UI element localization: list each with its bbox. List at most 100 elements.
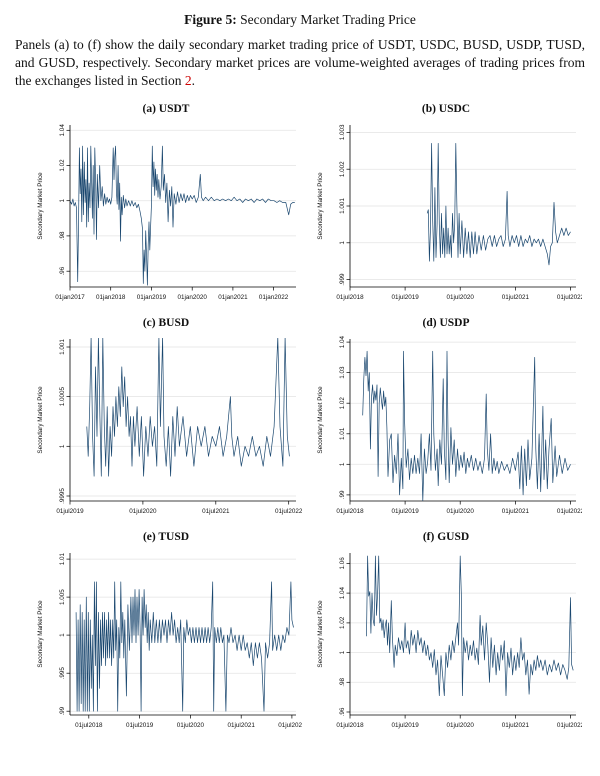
x-tick-label: 01jul2021 [202,508,230,515]
y-tick-label: 1.04 [339,336,346,349]
y-tick-label: 1 [339,462,346,466]
x-tick-label: 01jul2021 [228,722,256,729]
panel-usdp: (d) USDP .99 1 1.01 1.02 1.03 1.04 01jul2018 01j… [310,317,590,521]
figure-caption: Panels (a) to (f) show the daily seconda… [15,36,585,89]
panel-title-usdp: (d) USDP [422,317,470,330]
panel-title-busd: (c) BUSD [142,317,190,330]
y-axis-title: Secondary Market Price [317,172,324,240]
x-tick-label: 01jul2020 [177,722,205,729]
y-axis-title: Secondary Market Price [317,386,324,454]
y-tick-label: .98 [59,231,66,240]
price-series-line [75,581,294,712]
x-tick-label: 01jan2018 [96,294,126,301]
panel-busd: (c) BUSD .9995 1 1.0005 1.001 01jul2019 01jul2… [30,317,310,521]
x-tick-label: 01jul2019 [126,722,154,729]
x-tick-label: 01jul2022 [278,722,302,729]
y-tick-label: .99 [59,707,66,716]
x-tick-label: 01jul2022 [557,508,582,515]
y-tick-label: .99 [339,490,346,499]
caption-period: . [191,72,195,88]
x-tick-label: 01jul2021 [502,294,530,301]
x-tick-label: 01jul2022 [557,722,582,729]
price-series-line [70,146,295,286]
figure-label: Figure 5: [184,12,237,27]
x-tick-label: 01jan2021 [218,294,248,301]
y-tick-label: .96 [59,267,66,276]
x-tick-label: 01jul2018 [336,294,364,301]
price-series-line [86,338,290,477]
x-tick-label: 01jul2021 [502,508,530,515]
y-tick-label: 1 [59,444,66,448]
y-axis-title: Secondary Market Price [37,172,44,240]
y-tick-label: 1.04 [339,587,346,600]
x-tick-label: 01jul2018 [75,722,103,729]
y-tick-label: .96 [339,708,346,717]
y-tick-label: 1.06 [339,557,346,570]
y-tick-label: 1.03 [339,366,346,379]
section-link[interactable]: 2 [184,72,192,88]
panel-title-usdt: (a) USDT [142,103,190,116]
y-tick-label: 1.04 [59,124,66,137]
x-tick-label: 01jul2018 [336,722,364,729]
y-axis-title: Secondary Market Price [317,600,324,668]
chart-busd: .9995 1 1.0005 1.001 01jul2019 01jul2020 01jul… [37,338,302,515]
y-tick-label: 1.002 [339,161,346,177]
y-tick-label: 1.02 [59,159,66,172]
x-tick-label: 01jul2022 [557,294,582,301]
panel-title-usdc: (b) USDC [421,103,471,116]
panel-title-tusd: (e) TUSD [142,531,190,544]
chart-usdp: .99 1 1.01 1.02 1.03 1.04 01jul2018 01jul2019 01… [317,336,582,516]
y-tick-label: 1.001 [339,198,346,214]
panel-title-gusd: (f) GUSD [422,531,470,544]
y-tick-label: 1.0005 [59,387,66,407]
x-tick-label: 01jul2019 [391,722,419,729]
y-tick-label: 1.01 [339,428,346,441]
y-tick-label: .98 [339,678,346,687]
x-tick-label: 01jul2020 [447,508,475,515]
x-tick-label: 01jul2019 [391,508,419,515]
y-tick-label: 1.003 [339,124,346,140]
chart-tusd: .99 .995 1 1.005 1.01 01jul2018 01jul2019 01jul… [37,553,302,730]
panel-usdt: (a) USDT .96 .98 1 1.02 1.04 01jan2017 01jan201… [30,103,310,307]
x-tick-label: 01jul2022 [275,508,302,515]
panel-tusd: (e) TUSD .99 .995 1 1.005 1.01 01jul2018 01jul2… [30,531,310,735]
charts-grid: (a) USDT .96 .98 1 1.02 1.04 01jan2017 01jan201… [0,103,600,735]
x-tick-label: 01jan2019 [137,294,167,301]
x-tick-label: 01jul2021 [502,722,530,729]
x-tick-label: 01jul2020 [129,508,157,515]
y-axis-title: Secondary Market Price [37,386,44,454]
y-tick-label: 1 [339,241,346,245]
x-tick-label: 01jul2019 [56,508,84,515]
y-tick-label: 1.02 [339,397,346,410]
price-series-line [362,351,571,502]
panel-usdc: (b) USDC .999 1 1.001 1.002 1.003 01jul2018 01j… [310,103,590,307]
figure-title: Figure 5: Secondary Market Trading Price [0,12,600,28]
y-tick-label: 1.001 [59,339,66,355]
y-tick-label: 1.005 [59,589,66,605]
y-tick-label: .995 [59,667,66,680]
chart-usdc: .999 1 1.001 1.002 1.003 01jul2018 01jul2019 01… [317,124,582,301]
x-tick-label: 01jan2020 [177,294,207,301]
x-tick-label: 01jul2018 [336,508,364,515]
x-tick-label: 01jan2022 [259,294,289,301]
chart-usdt: .96 .98 1 1.02 1.04 01jan2017 01jan2018 01jan20… [37,124,296,301]
document-page: Figure 5: Secondary Market Trading Price… [0,12,600,735]
chart-gusd: .96 .98 1 1.02 1.04 1.06 01jul2018 01jul2019 01j… [317,553,582,729]
y-tick-label: 1 [59,633,66,637]
x-tick-label: 01jul2020 [447,722,475,729]
y-tick-label: 1 [59,199,66,203]
caption-text: Panels (a) to (f) show the daily seconda… [15,37,585,88]
y-tick-label: 1.02 [339,617,346,630]
y-tick-label: .999 [339,273,346,286]
x-tick-label: 01jul2019 [391,294,419,301]
y-axis-title: Secondary Market Price [37,600,44,668]
y-tick-label: .9995 [59,488,66,504]
y-tick-label: 1 [339,651,346,655]
x-tick-label: 01jan2017 [55,294,85,301]
panel-gusd: (f) GUSD .96 .98 1 1.02 1.04 1.06 01jul2018 01ju… [310,531,590,735]
y-tick-label: 1.01 [59,553,66,566]
price-series-line [366,556,574,697]
price-series-line [426,143,571,266]
figure-name: Secondary Market Trading Price [236,12,416,27]
x-tick-label: 01jul2020 [447,294,475,301]
